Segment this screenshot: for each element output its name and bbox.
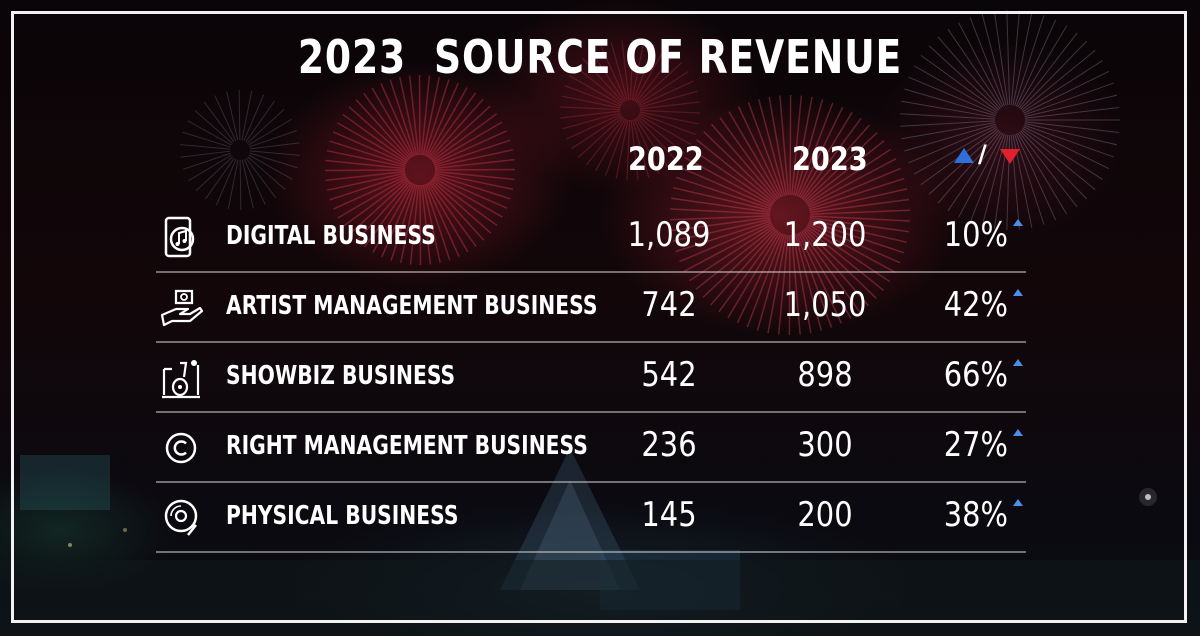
change-percent: 38% [943, 495, 1008, 535]
table-row: ARTIST MANAGEMENT BUSINESS 742 1,050 42% [156, 273, 1026, 343]
value-2023: 200 [797, 495, 853, 535]
up-arrow-icon [1013, 429, 1023, 436]
up-arrow-icon [1013, 219, 1023, 226]
row-divider [156, 551, 1026, 553]
change-percent: 66% [943, 355, 1008, 395]
disc-icon [164, 499, 198, 536]
legend-separator: / [978, 140, 987, 168]
row-label: SHOWBIZ BUSINESS [226, 361, 456, 391]
up-triangle-icon [954, 148, 974, 163]
column-header-2023: 2023 [792, 140, 868, 178]
copyright-icon [165, 432, 197, 464]
row-label: PHYSICAL BUSINESS [226, 501, 459, 531]
row-divider [156, 411, 1026, 413]
up-arrow-icon [1013, 359, 1023, 366]
value-2022: 742 [641, 285, 697, 325]
value-2023: 898 [797, 355, 853, 395]
column-header-2022: 2022 [628, 140, 704, 178]
value-2022: 542 [641, 355, 697, 395]
hand-giving-icon [160, 289, 204, 327]
up-arrow-icon [1013, 289, 1023, 296]
value-2023: 300 [797, 425, 853, 465]
music-phone-icon [164, 216, 195, 258]
table-row: SHOWBIZ BUSINESS 542 898 66% [156, 343, 1026, 413]
stage-guitar-icon [162, 360, 200, 399]
row-label: ARTIST MANAGEMENT BUSINESS [226, 291, 598, 321]
change-legend: / [950, 140, 1030, 170]
table-row: DIGITAL BUSINESS 1,089 1,200 10% [156, 203, 1026, 273]
change-percent: 27% [943, 425, 1008, 465]
table-row: RIGHT MANAGEMENT BUSINESS 236 300 27% [156, 413, 1026, 483]
row-divider [156, 481, 1026, 483]
row-label: DIGITAL BUSINESS [226, 221, 436, 251]
up-arrow-icon [1013, 499, 1023, 506]
table-row: PHYSICAL BUSINESS 145 200 38% [156, 483, 1026, 553]
chart-title: 2023 SOURCE OF REVENUE [297, 30, 903, 84]
down-triangle-icon [1000, 149, 1020, 164]
value-2023: 1,050 [783, 285, 867, 325]
value-2023: 1,200 [783, 215, 867, 255]
row-divider [156, 271, 1026, 273]
row-divider [156, 341, 1026, 343]
row-label: RIGHT MANAGEMENT BUSINESS [226, 431, 588, 461]
value-2022: 236 [641, 425, 697, 465]
change-percent: 42% [943, 285, 1008, 325]
value-2022: 1,089 [627, 215, 711, 255]
value-2022: 145 [641, 495, 697, 535]
change-percent: 10% [943, 215, 1008, 255]
